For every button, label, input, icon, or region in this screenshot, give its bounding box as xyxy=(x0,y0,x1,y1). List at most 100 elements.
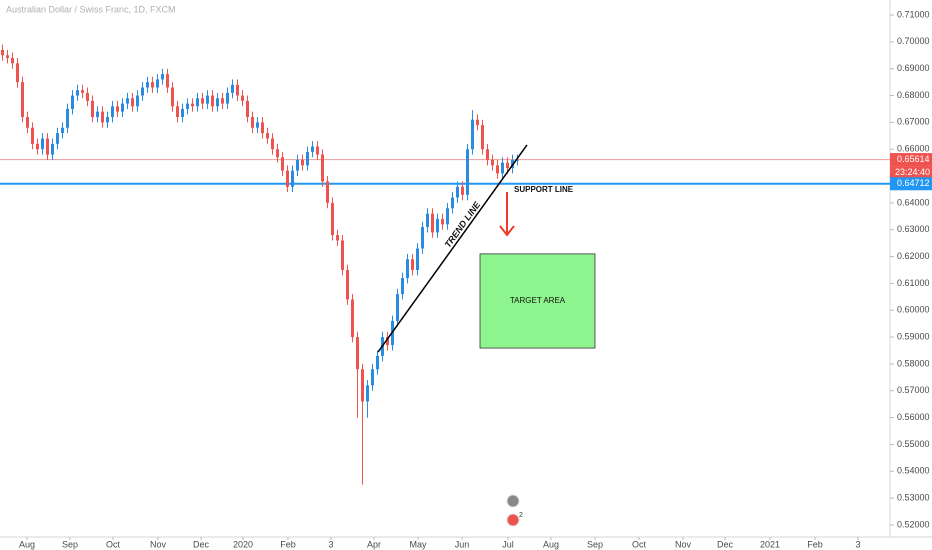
candle-body xyxy=(311,146,314,152)
candle-body xyxy=(331,202,334,236)
candle-body xyxy=(41,138,44,150)
candle-body xyxy=(306,151,309,166)
candle-body xyxy=(416,248,419,270)
candle-body xyxy=(236,84,239,96)
candle-body xyxy=(476,119,479,126)
candle-body xyxy=(171,87,174,107)
candle-body xyxy=(421,227,424,249)
x-tick-label: Nov xyxy=(150,539,167,549)
x-tick-label: 3 xyxy=(855,539,860,549)
candle-body xyxy=(301,159,304,166)
candle-body xyxy=(166,74,169,88)
candle-body xyxy=(161,74,164,80)
y-tick-label: 0.70000 xyxy=(897,36,930,46)
y-tick-label: 0.59000 xyxy=(897,331,930,341)
candle-body xyxy=(461,186,464,195)
candle-body xyxy=(196,98,199,107)
candle-body xyxy=(46,138,49,155)
candle-body xyxy=(141,87,144,96)
candle-body xyxy=(101,111,104,123)
current-price-tag-label: 0.65614 xyxy=(897,154,930,164)
candle-body xyxy=(356,337,359,370)
x-tick-label: Nov xyxy=(675,539,692,549)
chart-title: Australian Dollar / Swiss Franc, 1D, FXC… xyxy=(6,4,176,14)
y-tick-label: 0.66000 xyxy=(897,144,930,154)
y-tick-label: 0.62000 xyxy=(897,251,930,261)
y-tick-label: 0.60000 xyxy=(897,305,930,315)
candle-body xyxy=(106,117,109,123)
candle-body xyxy=(51,143,54,155)
candle-body xyxy=(431,213,434,233)
event-icon[interactable] xyxy=(506,494,520,508)
candle-body xyxy=(341,240,344,270)
y-tick-label: 0.58000 xyxy=(897,358,930,368)
candle-body xyxy=(111,106,114,118)
candle-body xyxy=(496,165,499,174)
candle-body xyxy=(286,170,289,187)
trend-line xyxy=(377,144,528,353)
x-tick-label: Sep xyxy=(62,539,78,549)
candle-body xyxy=(276,149,279,158)
candle-body xyxy=(226,92,229,104)
candle-body xyxy=(321,154,324,182)
candle-body xyxy=(336,235,339,241)
candle-body xyxy=(486,149,489,160)
candle-body xyxy=(371,369,374,386)
candle-body xyxy=(16,63,19,83)
x-tick-label: Sep xyxy=(587,539,603,549)
candle-body xyxy=(361,369,364,402)
event-count: 2 xyxy=(519,512,523,519)
x-tick-label: Oct xyxy=(106,539,121,549)
x-tick-label: Feb xyxy=(280,539,296,549)
candle-body xyxy=(211,95,214,107)
y-tick-label: 0.68000 xyxy=(897,90,930,100)
candle-body xyxy=(481,125,484,150)
y-tick-label: 0.61000 xyxy=(897,278,930,288)
candle-body xyxy=(436,218,439,233)
candle-body xyxy=(386,337,389,346)
candle-body xyxy=(96,111,99,118)
candle-body xyxy=(206,95,209,104)
x-tick-label: Oct xyxy=(632,539,647,549)
event-icon[interactable] xyxy=(506,513,520,527)
candle-body xyxy=(191,103,194,107)
candle-body xyxy=(246,100,249,118)
candle-body xyxy=(491,159,494,166)
y-tick-label: 0.57000 xyxy=(897,385,930,395)
candle-body xyxy=(316,146,319,155)
candle-body xyxy=(326,181,329,203)
candle-body xyxy=(121,103,124,112)
x-tick-label: Apr xyxy=(367,539,381,549)
y-tick-label: 0.64000 xyxy=(897,197,930,207)
candle-body xyxy=(426,213,429,228)
candle-body xyxy=(136,95,139,107)
candle-body xyxy=(66,108,69,128)
candle-body xyxy=(176,106,179,118)
x-tick-label: 2020 xyxy=(233,539,253,549)
event-icons[interactable] xyxy=(506,494,520,527)
candle-body xyxy=(71,95,74,109)
candle-body xyxy=(451,197,454,209)
y-tick-label: 0.63000 xyxy=(897,224,930,234)
candle-body xyxy=(36,143,39,150)
x-tick-label: 2021 xyxy=(760,539,780,549)
x-tick-label: Feb xyxy=(807,539,823,549)
candle-body xyxy=(76,90,79,96)
x-tick-label: May xyxy=(409,539,427,549)
y-tick-label: 0.56000 xyxy=(897,412,930,422)
candle-body xyxy=(151,82,154,88)
candle-body xyxy=(466,149,469,195)
down-arrow xyxy=(499,192,515,237)
candle-body xyxy=(456,186,459,198)
candle-body xyxy=(296,159,299,171)
candle-body xyxy=(146,82,149,88)
y-tick-label: 0.54000 xyxy=(897,466,930,476)
candle-body xyxy=(156,79,159,88)
candle-body xyxy=(351,299,354,338)
x-tick-label: Aug xyxy=(543,539,559,549)
candle-body xyxy=(261,122,264,134)
y-tick-label: 0.67000 xyxy=(897,117,930,127)
candle-body xyxy=(116,106,119,112)
current-price-tag xyxy=(890,153,932,167)
